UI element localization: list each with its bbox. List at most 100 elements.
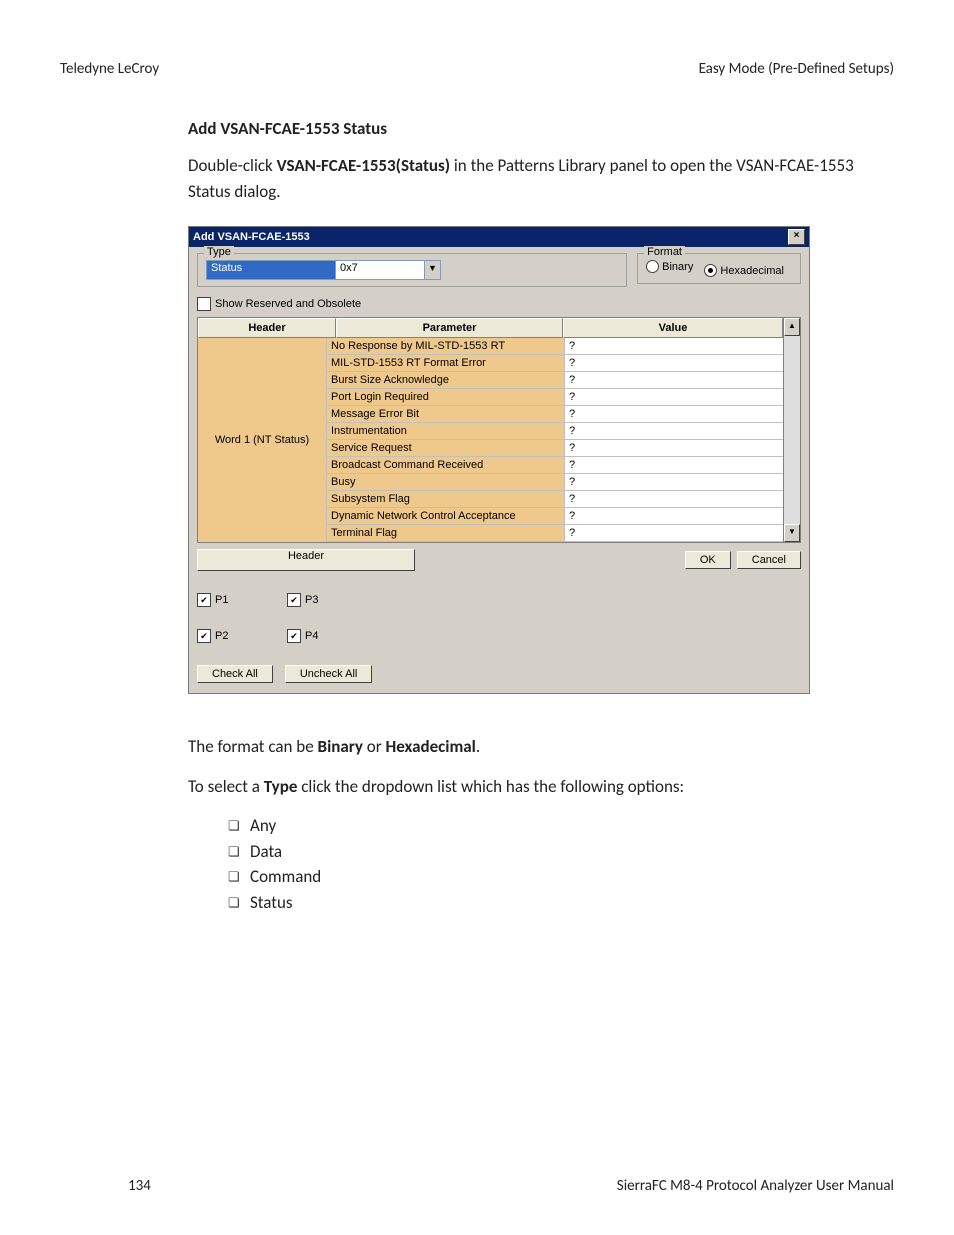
format-text: The format can be Binary or Hexadecimal. — [188, 734, 854, 760]
doc-footer-right: SierraFC M8-4 Protocol Analyzer User Man… — [617, 1177, 894, 1195]
value-cell[interactable]: ? — [565, 440, 783, 456]
value-cell[interactable]: ? — [565, 372, 783, 388]
table-row[interactable]: MIL-STD-1553 RT Format Error? — [327, 355, 783, 372]
check-all-button[interactable]: Check All — [197, 665, 273, 683]
checkbox-icon — [197, 629, 211, 643]
port-p2-label: P2 — [215, 630, 228, 642]
port-p4-label: P4 — [305, 630, 318, 642]
scroll-up-icon[interactable]: ▲ — [784, 318, 800, 336]
format-hex-label: Hexadecimal — [720, 265, 784, 277]
port-p1-checkbox[interactable]: P1 — [197, 593, 287, 607]
value-cell[interactable]: ? — [565, 423, 783, 439]
list-item: Command — [228, 864, 854, 890]
parameter-cell: Subsystem Flag — [327, 491, 565, 507]
t1-mid: or — [363, 736, 386, 757]
table-row[interactable]: Port Login Required? — [327, 389, 783, 406]
intro-bold: VSAN-FCAE-1553(Status) — [277, 155, 450, 176]
close-icon[interactable]: × — [788, 229, 805, 245]
value-cell[interactable]: ? — [565, 457, 783, 473]
parameter-cell: Instrumentation — [327, 423, 565, 439]
port-p3-label: P3 — [305, 594, 318, 606]
parameter-cell: Dynamic Network Control Acceptance — [327, 508, 565, 524]
format-binary-radio[interactable]: Binary — [646, 260, 693, 273]
table-row[interactable]: Instrumentation? — [327, 423, 783, 440]
checkbox-icon — [197, 593, 211, 607]
list-item: Status — [228, 890, 854, 916]
type-dropdown[interactable]: Status 0x7 ▼ — [206, 260, 441, 280]
section-title: Add VSAN-FCAE-1553 Status — [188, 118, 854, 139]
table-row[interactable]: Message Error Bit? — [327, 406, 783, 423]
checkbox-icon — [287, 593, 301, 607]
table-row[interactable]: Busy? — [327, 474, 783, 491]
show-reserved-checkbox[interactable]: Show Reserved and Obsolete — [197, 297, 361, 311]
parameter-cell: MIL-STD-1553 RT Format Error — [327, 355, 565, 371]
port-p3-checkbox[interactable]: P3 — [287, 593, 377, 607]
value-cell[interactable]: ? — [565, 338, 783, 354]
uncheck-all-button[interactable]: Uncheck All — [285, 665, 372, 683]
format-fieldset: Format Binary Hexadecimal — [637, 253, 801, 284]
doc-header-left: Teledyne LeCroy — [60, 60, 159, 78]
parameter-cell: Terminal Flag — [327, 525, 565, 541]
table-row[interactable]: Broadcast Command Received? — [327, 457, 783, 474]
vsan-dialog: Add VSAN-FCAE-1553 × Type Status 0x7 ▼ — [188, 226, 810, 694]
value-cell[interactable]: ? — [565, 525, 783, 541]
intro-text: Double-click VSAN-FCAE-1553(Status) in t… — [188, 153, 854, 204]
parameter-cell: Burst Size Acknowledge — [327, 372, 565, 388]
scroll-down-icon[interactable]: ▼ — [784, 524, 800, 542]
chevron-down-icon[interactable]: ▼ — [424, 261, 440, 279]
checkbox-icon — [287, 629, 301, 643]
table-row[interactable]: Dynamic Network Control Acceptance? — [327, 508, 783, 525]
col-value: Value — [563, 318, 783, 338]
parameter-cell: Broadcast Command Received — [327, 457, 565, 473]
row-header: Word 1 (NT Status) — [198, 338, 327, 542]
list-item: Any — [228, 813, 854, 839]
format-label: Format — [644, 246, 685, 258]
parameter-cell: Port Login Required — [327, 389, 565, 405]
list-item: Data — [228, 839, 854, 865]
table-row[interactable]: Subsystem Flag? — [327, 491, 783, 508]
table-row[interactable]: No Response by MIL-STD-1553 RT? — [327, 338, 783, 355]
t1-post: . — [476, 736, 480, 757]
port-p2-checkbox[interactable]: P2 — [197, 629, 287, 643]
t2-b: Type — [264, 776, 298, 797]
value-cell[interactable]: ? — [565, 389, 783, 405]
scroll-track[interactable] — [784, 336, 800, 524]
radio-icon — [704, 264, 717, 277]
parameter-cell: No Response by MIL-STD-1553 RT — [327, 338, 565, 354]
parameter-cell: Message Error Bit — [327, 406, 565, 422]
t2-post: click the dropdown list which has the fo… — [297, 776, 684, 797]
parameter-grid: Header Parameter Value Word 1 (NT Status… — [197, 317, 801, 543]
t1-b2: Hexadecimal — [386, 736, 476, 757]
type-selected: Status — [207, 261, 336, 279]
radio-icon — [646, 260, 659, 273]
type-value: 0x7 — [336, 261, 424, 279]
type-select-text: To select a Type click the dropdown list… — [188, 774, 854, 800]
dialog-title: Add VSAN-FCAE-1553 — [193, 231, 310, 243]
scrollbar[interactable]: ▲ ▼ — [783, 318, 800, 542]
ok-button[interactable]: OK — [685, 551, 731, 569]
t1-pre: The format can be — [188, 736, 318, 757]
doc-header-right: Easy Mode (Pre-Defined Setups) — [699, 60, 894, 78]
parameter-cell: Busy — [327, 474, 565, 490]
value-cell[interactable]: ? — [565, 406, 783, 422]
col-header: Header — [198, 318, 336, 338]
cancel-button[interactable]: Cancel — [737, 551, 801, 569]
value-cell[interactable]: ? — [565, 491, 783, 507]
type-options-list: AnyDataCommandStatus — [188, 813, 854, 915]
value-cell[interactable]: ? — [565, 508, 783, 524]
port-p4-checkbox[interactable]: P4 — [287, 629, 377, 643]
header-button[interactable]: Header — [197, 549, 415, 571]
table-row[interactable]: Burst Size Acknowledge? — [327, 372, 783, 389]
t1-b1: Binary — [318, 736, 363, 757]
col-parameter: Parameter — [336, 318, 563, 338]
port-p1-label: P1 — [215, 594, 228, 606]
table-row[interactable]: Terminal Flag? — [327, 525, 783, 542]
value-cell[interactable]: ? — [565, 474, 783, 490]
format-hex-radio[interactable]: Hexadecimal — [704, 264, 784, 277]
parameter-cell: Service Request — [327, 440, 565, 456]
type-label: Type — [204, 246, 234, 258]
table-row[interactable]: Service Request? — [327, 440, 783, 457]
type-fieldset: Type Status 0x7 ▼ — [197, 253, 627, 287]
value-cell[interactable]: ? — [565, 355, 783, 371]
checkbox-icon — [197, 297, 211, 311]
